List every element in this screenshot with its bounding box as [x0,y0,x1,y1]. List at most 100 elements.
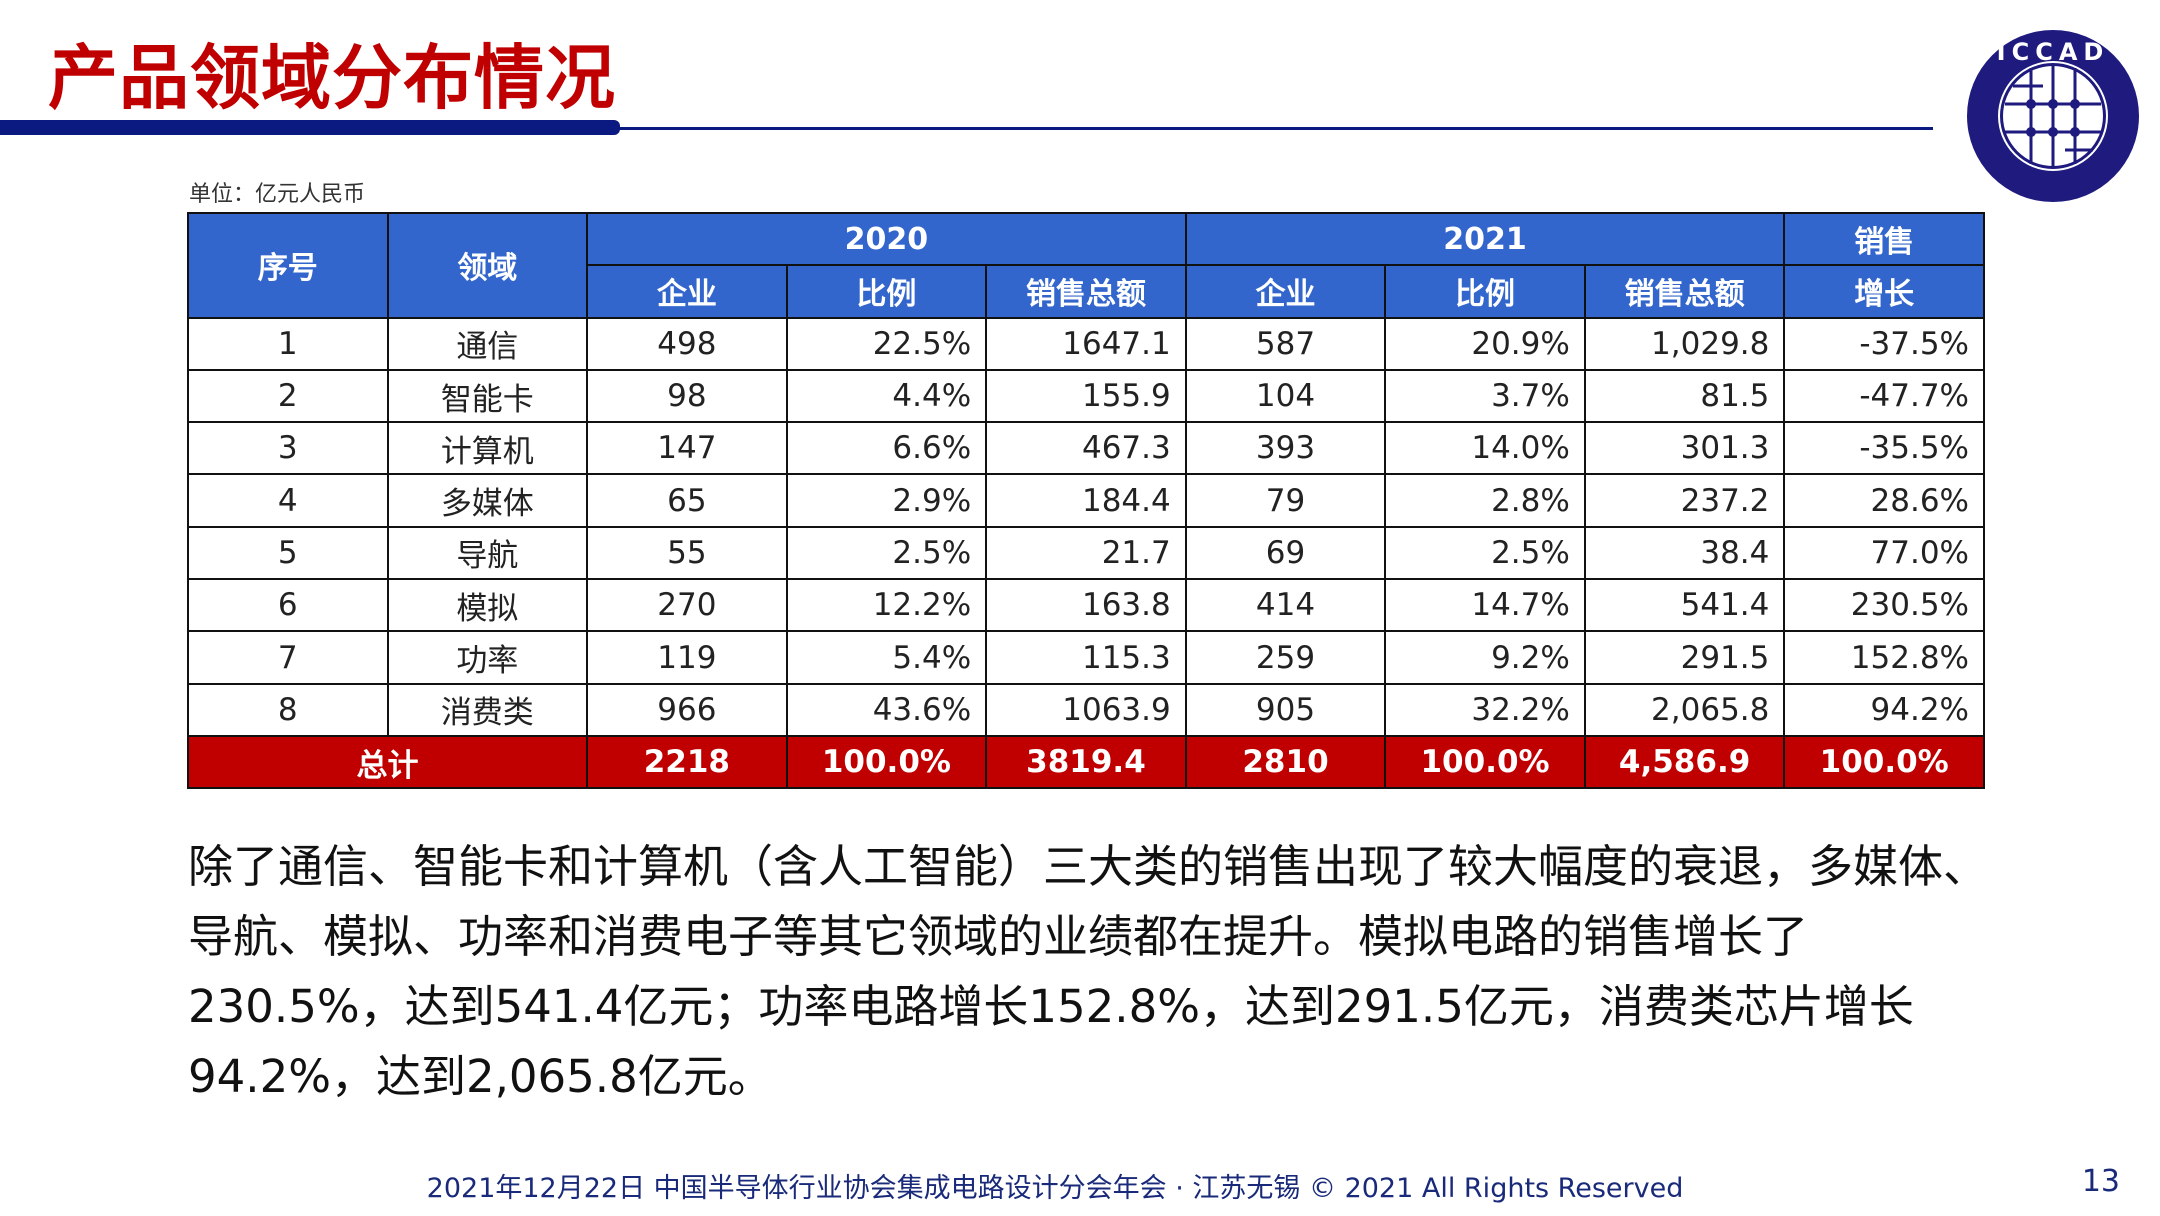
page-number: 13 [2081,1164,2120,1199]
cell-s2021: 2.8% [1384,473,1586,528]
cell-growth: -37.5% [1783,316,1985,371]
cell-v2020: 155.9 [985,368,1187,424]
cell-v2020: 184.4 [985,473,1187,528]
svg-text:ICCAD: ICCAD [1997,38,2110,66]
table-row: 5 导航 55 2.5% 21.7 69 2.5% 38.4 77.0% [187,525,1985,581]
cell-c2021: 414 [1184,578,1387,633]
table-row: 3 计算机 147 6.6% 467.3 393 14.0% 301.3 -35.5% [187,421,1985,476]
cell-c2021: 905 [1184,682,1387,737]
header-growth-bottom: 增长 [1783,264,1985,319]
header-2021: 2021 [1184,211,1786,267]
cell-field: 模拟 [386,578,589,633]
header-growth-top: 销售 [1783,211,1985,267]
cell-c2020: 147 [586,421,788,476]
cell-v2021: 301.3 [1583,421,1786,476]
cell-growth: 28.6% [1783,473,1985,528]
header-sales-2021: 销售总额 [1583,264,1786,319]
table-row: 2 智能卡 98 4.4% 155.9 104 3.7% 81.5 -47.7% [187,368,1985,424]
cell-s2020: 6.6% [785,421,988,476]
footer-text: 2021年12月22日 中国半导体行业协会集成电路设计分会年会 · 江苏无锡 ©… [426,1173,1684,1204]
cell-seq: 6 [187,578,389,633]
title-underline-thick [0,120,620,135]
cell-s2020: 2.9% [785,473,988,528]
cell-v2021: 2,065.8 [1583,682,1786,737]
product-field-table: 序号 领域 2020 2021 销售 企业 比例 销售总额 企业 比例 销售总额… [186,211,1985,790]
cell-c2021: 69 [1184,525,1387,581]
cell-v2021: 237.2 [1583,473,1786,528]
header-companies-2020: 企业 [586,264,788,319]
cell-v2020: 1063.9 [985,682,1187,737]
cell-v2020: 1647.1 [985,316,1187,371]
cell-field: 通信 [386,316,589,371]
table-row: 4 多媒体 65 2.9% 184.4 79 2.8% 237.2 28.6% [187,473,1985,528]
header-field: 领域 [386,212,589,319]
header-seq: 序号 [187,212,389,319]
cell-s2020: 2.5% [785,525,988,581]
cell-seq: 5 [187,525,389,581]
cell-v2020: 467.3 [985,421,1187,476]
cell-v2021: 291.5 [1583,630,1786,685]
summary-paragraph: 除了通信、智能卡和计算机（含人工智能）三大类的销售出现了较大幅度的衰退，多媒体、… [188,840,1989,1103]
header-companies-2021: 企业 [1184,264,1387,319]
total-c2021: 2810 [1184,734,1387,790]
cell-c2021: 393 [1184,421,1387,476]
cell-v2020: 21.7 [985,525,1187,581]
cell-s2021: 14.7% [1384,578,1586,633]
cell-c2020: 270 [586,578,788,633]
cell-c2021: 587 [1184,316,1387,371]
cell-seq: 7 [187,630,389,685]
cell-c2021: 79 [1184,473,1387,528]
cell-s2020: 22.5% [785,316,988,371]
cell-growth: 77.0% [1783,525,1985,581]
cell-seq: 8 [187,682,389,737]
cell-v2020: 163.8 [985,578,1187,633]
table-row: 6 模拟 270 12.2% 163.8 414 14.7% 541.4 230.5% [187,578,1985,633]
table-row: 8 消费类 966 43.6% 1063.9 905 32.2% 2,065.8 94.2% [187,682,1985,737]
header-2020: 2020 [586,211,1187,267]
cell-c2020: 119 [586,630,788,685]
cell-v2021: 1,029.8 [1583,316,1786,371]
cell-c2020: 55 [586,525,788,581]
cell-v2021: 38.4 [1583,525,1786,581]
cell-v2020: 115.3 [985,630,1187,685]
unit-label: 单位：亿元人民币 [189,182,366,207]
total-s2021: 100.0% [1384,734,1586,790]
cell-seq: 2 [187,368,389,424]
cell-seq: 3 [187,421,389,476]
cell-s2021: 3.7% [1384,368,1586,424]
cell-c2021: 104 [1184,368,1387,424]
title-underline-thin [615,127,1933,130]
cell-field: 功率 [386,630,589,685]
total-s2020: 100.0% [785,734,988,790]
cell-c2020: 65 [586,473,788,528]
cell-field: 消费类 [386,682,589,737]
cell-growth: 152.8% [1783,630,1985,685]
cell-c2020: 966 [586,682,788,737]
page-title: 产品领域分布情况 [48,37,616,119]
cell-v2021: 541.4 [1583,578,1786,633]
cell-c2021: 259 [1184,630,1387,685]
cell-s2020: 5.4% [785,630,988,685]
header-share-2021: 比例 [1384,264,1586,319]
cell-s2020: 4.4% [785,368,988,424]
cell-s2021: 2.5% [1384,525,1586,581]
cell-field: 计算机 [386,421,589,476]
cell-s2021: 14.0% [1384,421,1586,476]
total-v2020: 3819.4 [985,734,1187,790]
cell-seq: 1 [187,316,389,371]
total-label: 总计 [186,734,589,790]
header-sales-2020: 销售总额 [985,264,1187,319]
cell-s2021: 20.9% [1384,316,1586,371]
table-row: 7 功率 119 5.4% 115.3 259 9.2% 291.5 152.8% [187,630,1985,685]
total-v2021: 4,586.9 [1583,734,1786,790]
cell-field: 导航 [386,525,589,581]
cell-s2021: 32.2% [1384,682,1586,737]
cell-growth: 230.5% [1783,578,1985,633]
cell-c2020: 498 [586,316,788,371]
iccad-logo: ICCAD [1967,30,2139,202]
table-row: 1 通信 498 22.5% 1647.1 587 20.9% 1,029.8 -37.5% [187,316,1985,371]
cell-field: 多媒体 [386,473,589,528]
total-growth: 100.0% [1783,734,1985,790]
cell-v2021: 81.5 [1583,368,1786,424]
cell-c2020: 98 [586,368,788,424]
